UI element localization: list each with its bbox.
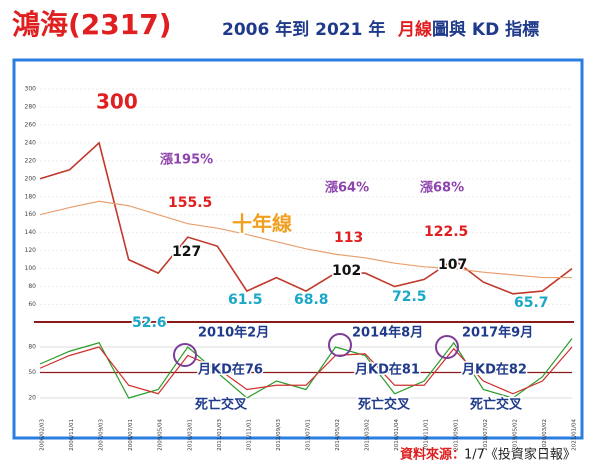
annotation: 漲68% [420, 181, 464, 196]
y-tick-label: 300 [25, 85, 37, 92]
title-span: 2006 年到 2021 年 [222, 19, 385, 40]
x-tick-label: 2007/09/03 [99, 419, 105, 451]
annotation: 61.5 [228, 292, 263, 308]
highlight-circle [435, 335, 459, 359]
annotation: 漲195% [160, 153, 213, 168]
highlight-circle [173, 343, 197, 367]
series-line [39, 200, 572, 279]
x-tick-label: 2014/05/02 [335, 419, 341, 451]
x-tick-label: 2021/01/04 [572, 419, 578, 451]
kd-annotation: 月KD在81 [354, 362, 420, 378]
x-tick-label: 2016/11/01 [424, 419, 430, 451]
title-rest: 圖與 KD 指標 [432, 19, 539, 40]
kd-annotation: 月KD在76 [197, 362, 263, 378]
y-tick-label: 120 [25, 247, 37, 254]
y-tick-label: 100 [25, 265, 37, 272]
y-tick-label: 240 [25, 139, 37, 146]
y-tick-label: 60 [28, 301, 36, 308]
y-tick-label: 220 [25, 157, 37, 164]
kd-annotation: 死亡交叉 [470, 397, 523, 413]
x-tick-label: 2011/01/03 [217, 419, 223, 451]
y2-tick-label: 80 [28, 344, 36, 351]
title-stock: 鴻海(2317) [12, 8, 172, 41]
annotation: 122.5 [424, 224, 468, 240]
kd-annotation: 死亡交叉 [358, 397, 411, 413]
x-tick-label: 2015/03/02 [365, 419, 371, 451]
x-tick-label: 2009/05/04 [158, 419, 164, 451]
kd-annotation: 死亡交叉 [195, 397, 248, 413]
title-period: 月線 [397, 19, 432, 40]
y-tick-label: 200 [25, 175, 37, 182]
annotation: 65.7 [514, 295, 549, 311]
kd-annotation: 2014年8月 [352, 325, 423, 341]
annotation: 127 [172, 244, 201, 260]
series-line [39, 338, 573, 399]
source-text: 1/7《投資家日報》 [464, 447, 576, 463]
annotation: 68.8 [294, 292, 329, 308]
x-tick-label: 2006/02/03 [40, 419, 46, 451]
x-tick-label: 2010/03/01 [187, 419, 193, 451]
annotation: 52.6 [132, 315, 167, 331]
x-tick-label: 2018/07/02 [483, 419, 489, 451]
annotation: 72.5 [392, 289, 427, 305]
kd-annotation: 2017年9月 [462, 325, 533, 341]
y2-tick-label: 20 [28, 395, 36, 402]
x-tick-label: 2019/05/02 [512, 419, 518, 451]
annotation: 300 [96, 90, 138, 114]
x-tick-label: 2017/09/01 [453, 419, 459, 451]
kd-annotation: 2010年2月 [198, 325, 269, 341]
x-tick-label: 2011/11/01 [246, 419, 252, 451]
y-tick-label: 180 [25, 193, 37, 200]
x-tick-label: 2012/09/03 [276, 419, 282, 451]
annotation: 107 [438, 257, 467, 273]
source-label: 資料來源： [400, 447, 465, 463]
x-tick-label: 2006/11/01 [69, 419, 75, 451]
y-tick-label: 140 [25, 229, 37, 236]
x-tick-label: 2020/03/02 [542, 419, 548, 451]
y-tick-label: 260 [25, 121, 37, 128]
series-line [39, 346, 573, 395]
kd-annotation: 月KD在82 [461, 362, 527, 378]
annotation: 155.5 [168, 195, 212, 211]
frame [12, 58, 584, 440]
annotation: 漲64% [325, 181, 369, 196]
series-line [39, 141, 573, 295]
x-tick-label: 2008/07/01 [128, 419, 134, 451]
annotation: 102 [332, 263, 361, 279]
y2-tick-label: 50 [28, 369, 36, 376]
y-tick-label: 80 [28, 283, 36, 290]
x-tick-label: 2016/01/04 [394, 419, 400, 451]
y-tick-label: 280 [25, 103, 37, 110]
x-tick-label: 2013/07/01 [306, 419, 312, 451]
highlight-circle [328, 333, 352, 357]
annotation: 十年線 [232, 212, 292, 236]
annotation: 113 [334, 230, 363, 246]
y-tick-label: 160 [25, 211, 37, 218]
